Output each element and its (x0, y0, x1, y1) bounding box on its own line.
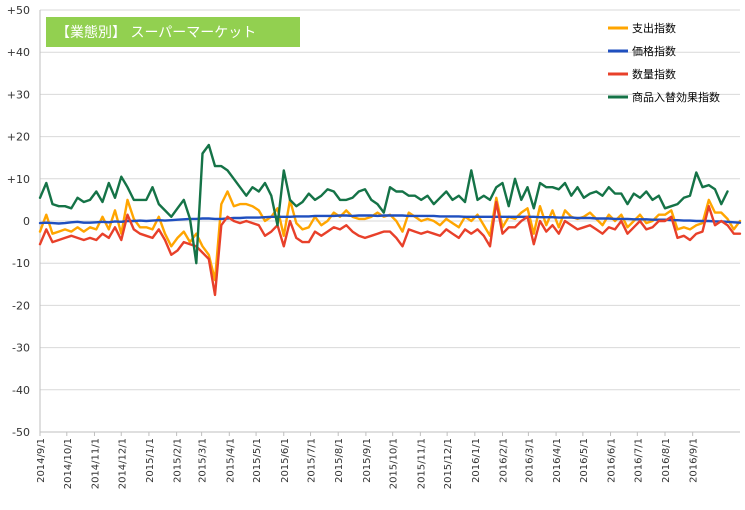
series-lines (38, 143, 742, 297)
x-tick-label: 2014/12/1 (117, 438, 128, 489)
y-tick-label: +20 (7, 131, 30, 144)
legend-label: 商品入替効果指数 (632, 90, 720, 104)
y-tick-label: +30 (7, 88, 30, 101)
x-tick-label: 2016/2/1 (499, 438, 510, 483)
x-tick-label: 2015/2/1 (173, 438, 184, 483)
x-tick-label: 2015/10/1 (389, 438, 400, 489)
x-tick-label: 2016/1/1 (471, 438, 482, 483)
x-tick-label: 2015/12/1 (443, 438, 454, 489)
x-axis-ticks: 2014/9/1 2014/10/1 2014/11/1 2014/12/1 2015/… (36, 432, 700, 489)
y-tick-label: -40 (12, 384, 30, 397)
y-axis-ticks: +50 +40 +30 +20 +10 0 -10 -20 -30 -40 -50 (7, 4, 30, 439)
y-tick-label: -50 (12, 426, 30, 439)
x-tick-label: 2015/5/1 (252, 438, 263, 483)
legend-label: 支出指数 (632, 21, 676, 35)
x-tick-label: 2015/7/1 (307, 438, 318, 483)
x-tick-label: 2016/9/1 (689, 438, 700, 483)
x-tick-label: 2015/4/1 (225, 438, 236, 483)
x-tick-label: 2015/6/1 (280, 438, 291, 483)
x-tick-label: 2015/11/1 (416, 438, 427, 489)
x-tick-label: 2015/9/1 (362, 438, 373, 483)
legend-label: 価格指数 (632, 44, 676, 58)
legend-label: 数量指数 (632, 67, 676, 81)
x-tick-label: 2014/9/1 (36, 438, 47, 483)
x-tick-label: 2015/1/1 (145, 438, 156, 483)
x-tick-label: 2014/11/1 (90, 438, 101, 489)
series-line (38, 143, 729, 265)
y-tick-label: +40 (7, 46, 30, 59)
x-tick-label: 2016/7/1 (633, 438, 644, 483)
x-tick-label: 2016/6/1 (607, 438, 618, 483)
x-tick-label: 2015/3/1 (198, 438, 209, 483)
gridlines (39, 9, 740, 433)
x-tick-label: 2016/3/1 (524, 438, 535, 483)
x-tick-label: 2014/10/1 (63, 438, 74, 489)
chart-title: 【業態別】 スーパーマーケット (56, 25, 256, 41)
y-tick-label: 0 (23, 215, 30, 228)
chart-title-box: 【業態別】 スーパーマーケット (46, 17, 300, 47)
chart-title-background (46, 17, 300, 47)
x-tick-label: 2016/4/1 (552, 438, 563, 483)
series-line (38, 214, 742, 225)
x-tick-label: 2015/8/1 (334, 438, 345, 483)
y-tick-label: +50 (7, 4, 30, 17)
x-tick-label: 2016/8/1 (661, 438, 672, 483)
y-tick-label: -10 (12, 257, 30, 270)
x-tick-label: 2016/5/1 (579, 438, 590, 483)
y-tick-label: -30 (12, 342, 30, 355)
series-line (38, 200, 742, 297)
y-tick-label: -20 (12, 299, 30, 312)
y-tick-label: +10 (7, 173, 30, 186)
